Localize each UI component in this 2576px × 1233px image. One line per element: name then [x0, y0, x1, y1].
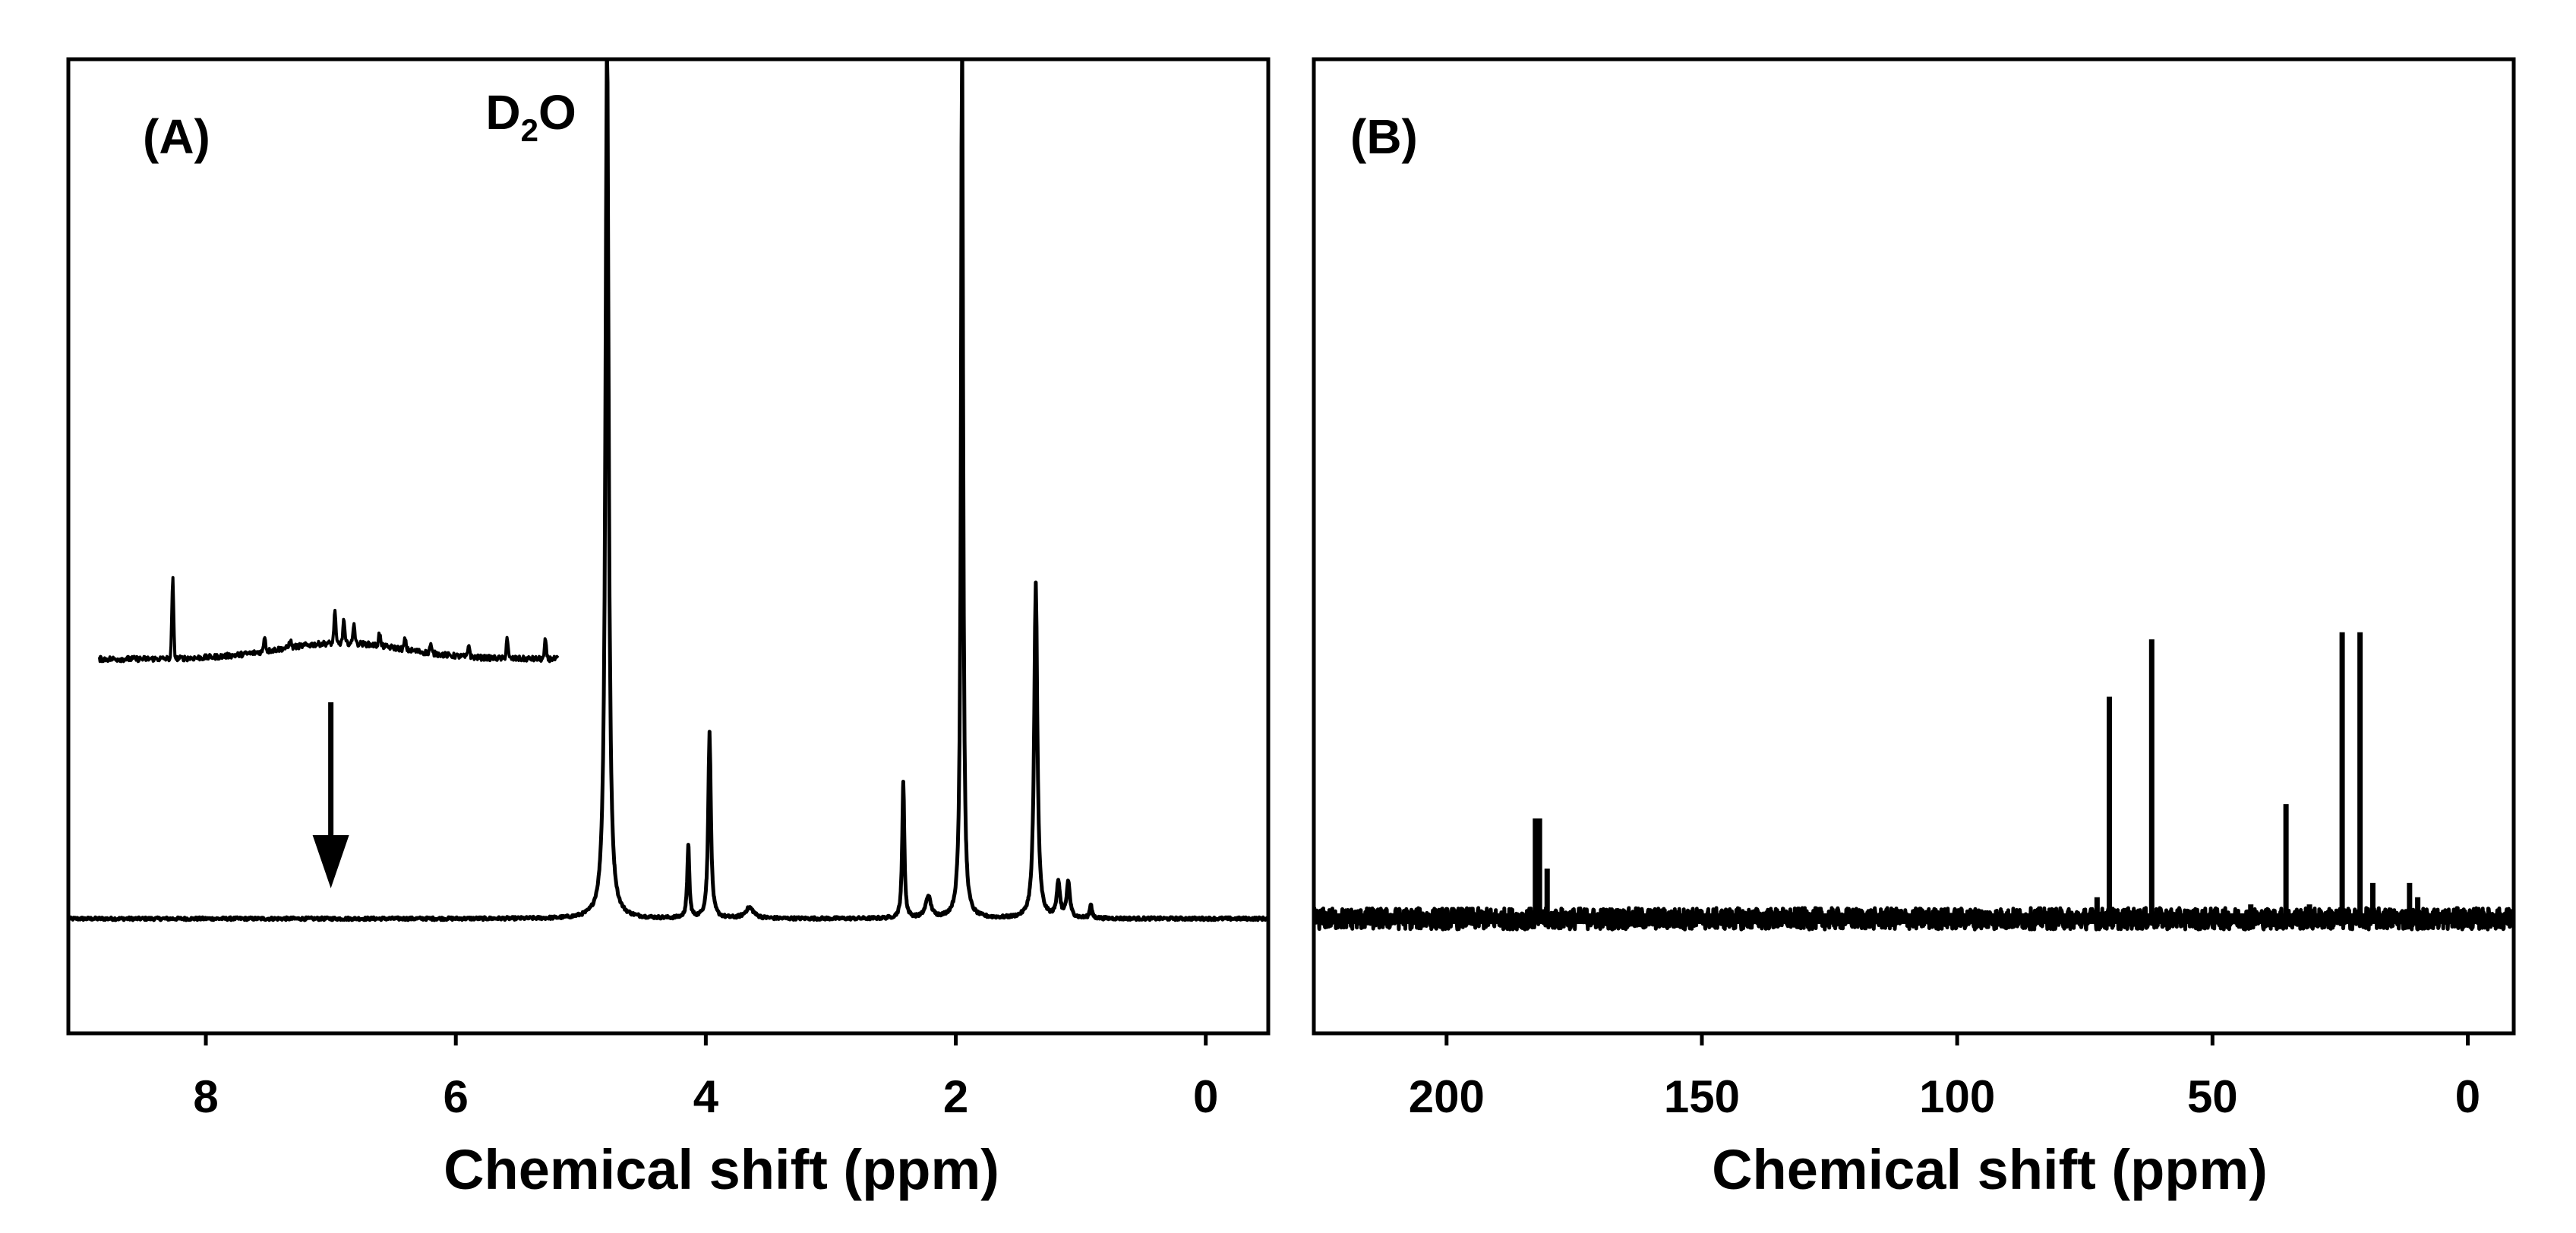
x-tick-label-a-4: 0 [1193, 1071, 1218, 1122]
x-tick-label-b-2: 100 [1919, 1071, 1995, 1122]
x-axis-ticks-a: 8 6 4 2 0 [193, 1033, 1218, 1122]
x-axis-ticks-b: 200 150 100 50 0 [1409, 1033, 2480, 1122]
arrow-down-icon [312, 702, 349, 888]
x-tick-label-a-1: 6 [444, 1071, 469, 1122]
x-tick-label-b-1: 150 [1664, 1071, 1740, 1122]
panel-label-b: (B) [1350, 109, 1418, 164]
panel-label-a: (A) [143, 109, 210, 164]
plot-frame-a [66, 57, 1271, 1036]
panel-a: 8 6 4 2 0 (A) D2O Chemical shift (ppm) [66, 57, 1271, 1201]
spectrum-peaks-b [1314, 632, 2514, 925]
arrow-head [312, 835, 349, 888]
plot-frame-b [1312, 57, 2516, 1036]
x-tick-label-b-0: 200 [1409, 1071, 1485, 1122]
inset-spectrum-a [97, 576, 560, 664]
panel-b: 200 150 100 50 0 (B) Chemical shift (ppm) [1312, 57, 2516, 1201]
x-tick-label-a-0: 8 [193, 1071, 218, 1122]
x-tick-label-b-3: 50 [2187, 1071, 2238, 1122]
x-axis-label-b: Chemical shift (ppm) [1712, 1138, 2268, 1201]
x-axis-label-a: Chemical shift (ppm) [444, 1138, 999, 1201]
spectrum-noise-b [1312, 906, 2516, 932]
spectrum-line-a [67, 57, 1270, 922]
x-tick-label-b-4: 0 [2455, 1071, 2480, 1122]
d2o-annotation: D2O [485, 85, 576, 148]
x-tick-label-a-2: 4 [693, 1071, 719, 1122]
x-tick-label-a-3: 2 [943, 1071, 968, 1122]
